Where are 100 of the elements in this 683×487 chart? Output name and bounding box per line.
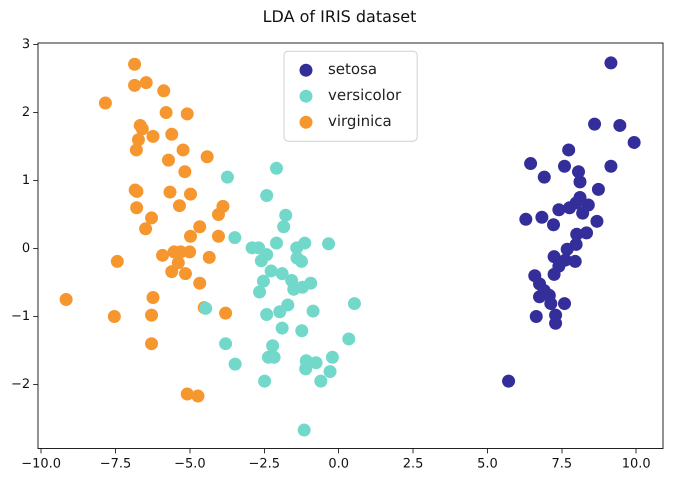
point <box>191 390 204 403</box>
point <box>165 265 178 278</box>
point <box>628 136 641 149</box>
point <box>538 170 551 184</box>
point <box>220 170 234 184</box>
point <box>183 245 196 258</box>
point <box>552 203 566 216</box>
point <box>157 84 170 98</box>
point <box>253 286 266 299</box>
x-tick-label: 10.0 <box>622 456 651 472</box>
point <box>295 324 308 338</box>
point <box>184 230 198 243</box>
point <box>202 250 216 264</box>
point <box>530 310 543 324</box>
point <box>256 274 270 288</box>
point <box>219 337 232 350</box>
point <box>145 308 158 322</box>
point <box>258 374 272 388</box>
point <box>314 374 328 388</box>
point <box>228 358 242 371</box>
point <box>535 210 548 224</box>
point <box>219 306 232 320</box>
point <box>273 305 286 318</box>
point <box>279 208 292 222</box>
legend-label: versicolor <box>328 86 402 104</box>
point <box>110 254 124 268</box>
point <box>276 322 289 335</box>
point <box>604 160 618 173</box>
point <box>573 175 586 188</box>
point <box>145 337 158 350</box>
point <box>298 236 312 250</box>
point <box>310 356 323 370</box>
point <box>277 220 290 234</box>
point <box>136 122 149 136</box>
point <box>128 78 142 92</box>
point <box>524 157 538 170</box>
point <box>212 208 225 222</box>
y-tick-label: −2 <box>10 376 30 392</box>
x-tick-label: −5.0 <box>174 456 206 472</box>
point <box>563 201 576 214</box>
y-tick-label: 2 <box>22 104 30 120</box>
legend-label: virginica <box>328 112 392 130</box>
point <box>146 290 160 304</box>
point <box>98 96 112 110</box>
point <box>193 220 206 234</box>
point <box>172 199 186 212</box>
point <box>270 162 283 175</box>
point <box>592 182 605 196</box>
point <box>342 332 356 346</box>
point <box>193 276 206 290</box>
point <box>264 264 278 278</box>
point <box>178 165 192 178</box>
point <box>604 56 618 70</box>
point <box>306 304 320 318</box>
point <box>266 339 280 352</box>
point <box>160 106 173 120</box>
point <box>162 154 175 167</box>
legend-label: setosa <box>328 60 378 78</box>
y-tick-label: 0 <box>22 240 30 256</box>
x-tick-label: 0.0 <box>328 456 350 472</box>
point <box>165 128 178 141</box>
point <box>276 267 289 280</box>
point <box>590 214 604 228</box>
x-tick-label: 7.5 <box>551 456 572 472</box>
point <box>60 293 73 306</box>
point <box>547 218 560 232</box>
point <box>560 242 574 256</box>
point <box>140 76 153 90</box>
point <box>172 256 185 270</box>
point <box>548 268 561 281</box>
point <box>588 118 602 131</box>
point <box>502 374 516 388</box>
point <box>304 276 318 290</box>
point <box>139 222 152 236</box>
x-tick-label: −10.0 <box>21 456 62 472</box>
point <box>176 143 190 156</box>
x-tick-label: −2.5 <box>248 456 280 472</box>
point <box>156 248 170 262</box>
point <box>178 267 192 280</box>
point <box>130 143 143 156</box>
point <box>548 250 561 264</box>
point <box>294 254 308 268</box>
point <box>108 310 121 324</box>
point <box>163 186 176 199</box>
point <box>544 297 558 310</box>
x-tick-label: −7.5 <box>100 456 132 472</box>
point <box>145 211 158 224</box>
y-tick-label: −1 <box>10 308 30 324</box>
point <box>260 308 274 321</box>
chart-title: LDA of IRIS dataset <box>262 6 416 26</box>
point <box>519 212 532 226</box>
point <box>228 231 242 244</box>
point <box>200 150 214 164</box>
point <box>128 58 142 71</box>
point <box>326 350 339 364</box>
point <box>558 297 572 310</box>
point <box>322 237 336 250</box>
point <box>260 188 274 202</box>
x-tick-label: 5.0 <box>477 456 498 472</box>
point <box>184 188 198 201</box>
